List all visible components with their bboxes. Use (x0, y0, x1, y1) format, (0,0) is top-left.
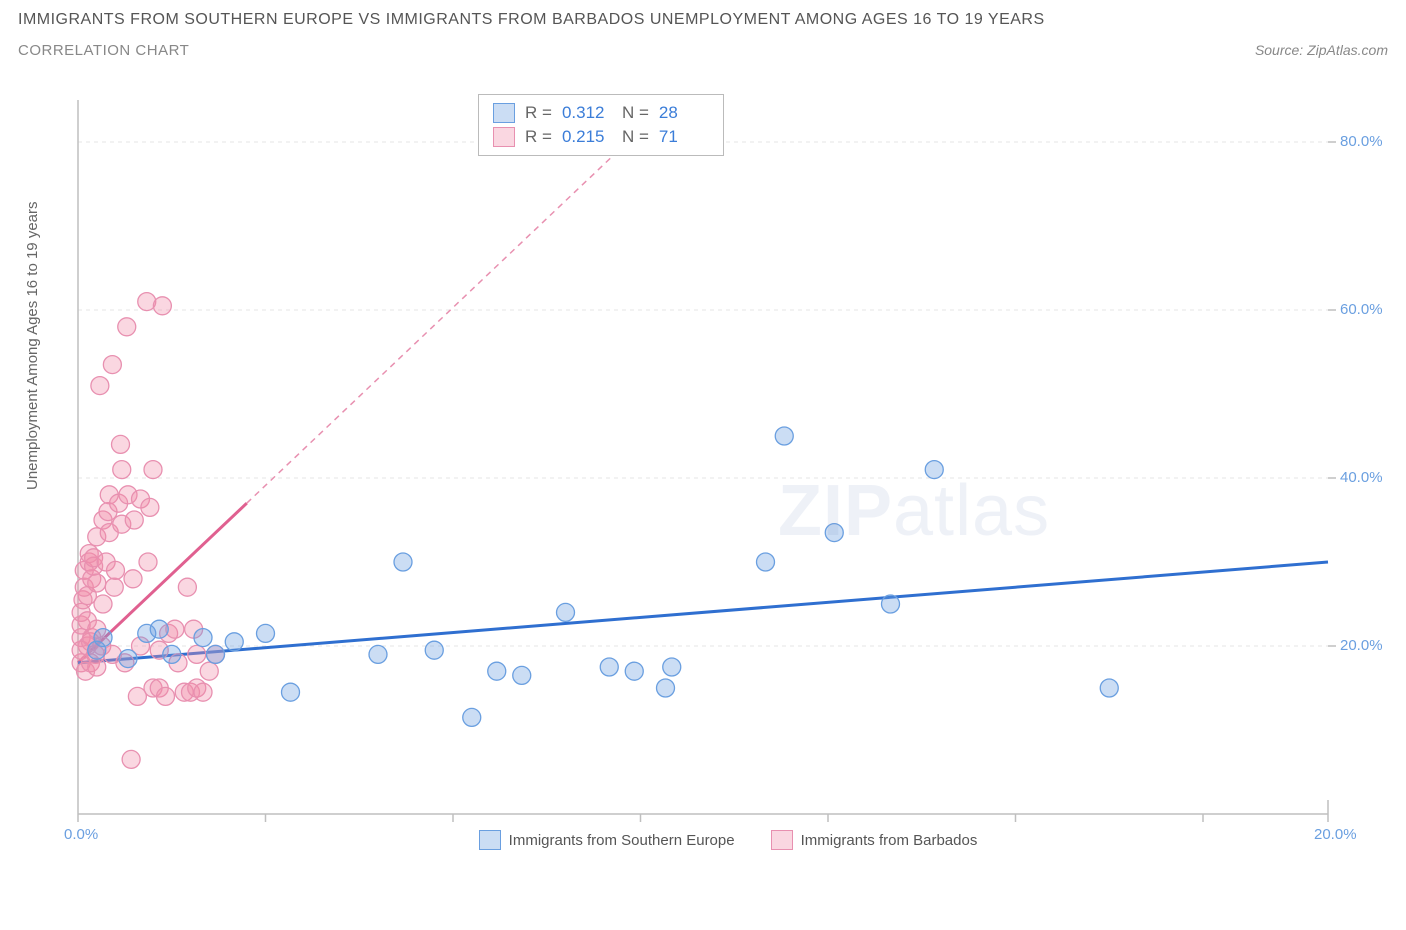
tick-label: 20.0% (1314, 826, 1357, 843)
scatter-plot-svg (68, 90, 1388, 850)
tick-label: 60.0% (1340, 301, 1383, 318)
tick-label: 0.0% (64, 826, 98, 843)
source-attribution: Source: ZipAtlas.com (1255, 42, 1388, 58)
chart-title: IMMIGRANTS FROM SOUTHERN EUROPE VS IMMIG… (18, 8, 1388, 32)
legend-label-b: Immigrants from Barbados (801, 832, 978, 849)
series-legend: Immigrants from Southern Europe Immigran… (68, 830, 1388, 850)
correlation-stats-box: R = 0.312 N = 28 R = 0.215 N = 71 (478, 94, 724, 156)
tick-label: 80.0% (1340, 133, 1383, 150)
header: IMMIGRANTS FROM SOUTHERN EUROPE VS IMMIG… (0, 0, 1406, 59)
legend-swatch-a (479, 830, 501, 850)
r-label-a: R = (525, 103, 552, 123)
n-label-b: N = (622, 127, 649, 147)
n-value-b: 71 (659, 127, 709, 147)
r-value-a: 0.312 (562, 103, 612, 123)
swatch-series-b (493, 127, 515, 147)
tick-label: 20.0% (1340, 637, 1383, 654)
legend-item-a: Immigrants from Southern Europe (479, 830, 735, 850)
n-label-a: N = (622, 103, 649, 123)
subtitle-row: CORRELATION CHART Source: ZipAtlas.com (18, 42, 1388, 59)
swatch-series-a (493, 103, 515, 123)
r-label-b: R = (525, 127, 552, 147)
chart-area: Unemployment Among Ages 16 to 19 years Z… (54, 90, 1392, 880)
y-axis-label: Unemployment Among Ages 16 to 19 years (24, 201, 41, 490)
chart-subtitle: CORRELATION CHART (18, 42, 189, 59)
tick-label: 40.0% (1340, 469, 1383, 486)
legend-swatch-b (771, 830, 793, 850)
plot-area: ZIPatlas R = 0.312 N = 28 R = 0.215 N = … (68, 90, 1388, 850)
stats-row-series-a: R = 0.312 N = 28 (493, 101, 709, 125)
n-value-a: 28 (659, 103, 709, 123)
r-value-b: 0.215 (562, 127, 612, 147)
legend-item-b: Immigrants from Barbados (771, 830, 978, 850)
legend-label-a: Immigrants from Southern Europe (509, 832, 735, 849)
stats-row-series-b: R = 0.215 N = 71 (493, 125, 709, 149)
